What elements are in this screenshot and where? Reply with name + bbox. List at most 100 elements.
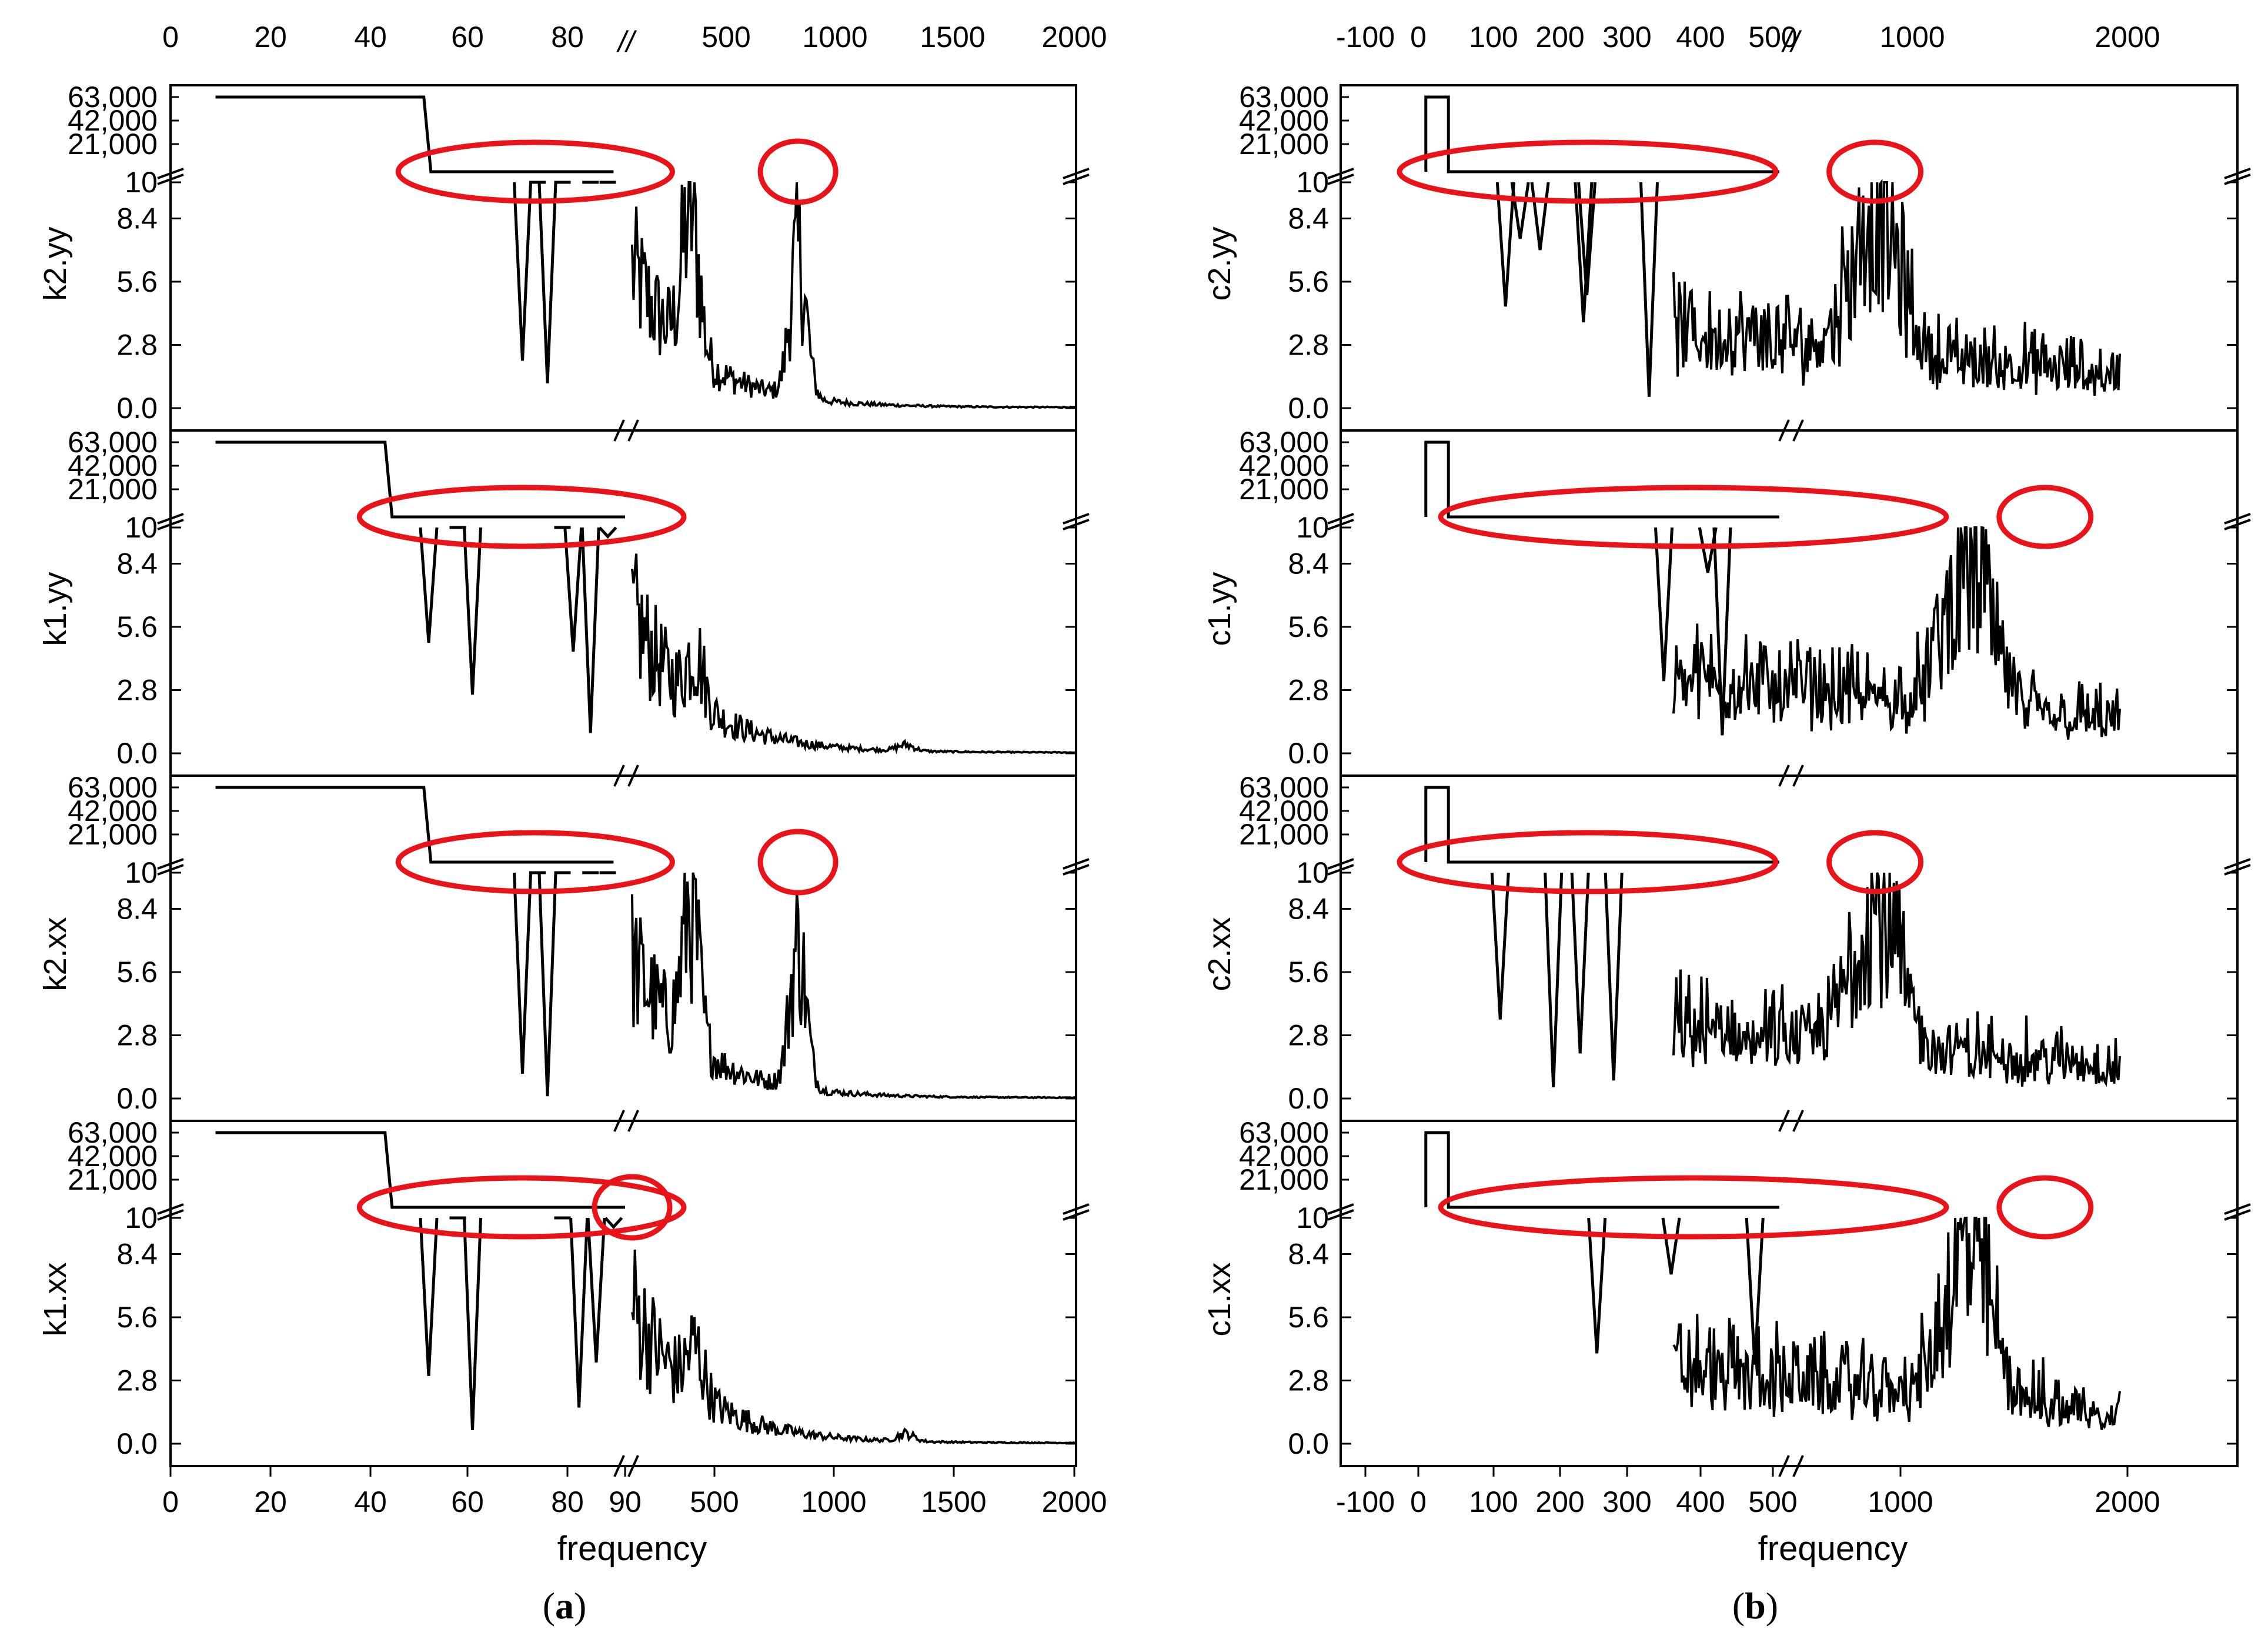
- y-axis-break-mark: [2224, 858, 2251, 876]
- series-noise: [1672, 526, 2121, 740]
- series-line: [215, 95, 614, 173]
- panel-frame: [1340, 1120, 2239, 1467]
- y-tick-label: 10: [1296, 1201, 1329, 1234]
- y-tick-label: 8.4: [116, 202, 158, 235]
- y-tick-label: 21,000: [68, 473, 158, 506]
- series-dip: [537, 872, 557, 1097]
- y-tick-label: 2.8: [1288, 673, 1329, 706]
- top-x-tick-label: 80: [551, 21, 584, 54]
- series-noise: [1672, 1217, 2121, 1430]
- series-dip: [1577, 182, 1597, 296]
- series-dip: [1490, 872, 1510, 1020]
- y-tick-label: 5.6: [1288, 956, 1329, 989]
- y-axis-label: c1.yy: [1202, 572, 1237, 646]
- y-tick-label: 0.0: [116, 737, 158, 770]
- y-axis-break-mark: [157, 858, 184, 876]
- x-tick-label: 500: [1748, 1485, 1797, 1518]
- highlight-ellipse: [1996, 1175, 2094, 1240]
- y-tick-label: 5.6: [1288, 1301, 1329, 1334]
- y-tick-label: 0.0: [116, 1427, 158, 1460]
- series-line: [215, 786, 614, 864]
- y-tick-label: 42,000: [68, 104, 158, 137]
- y-axis-break-mark: [1327, 1203, 1354, 1221]
- series-dip: [419, 1217, 439, 1376]
- y-tick-label: 21,000: [68, 1163, 158, 1196]
- top-x-tick-label: 500: [702, 21, 750, 54]
- panel-frame: [1340, 84, 2239, 432]
- y-axis-label: k2.xx: [38, 917, 73, 991]
- y-tick-label: 42,000: [1239, 449, 1329, 482]
- series-dip: [1639, 182, 1659, 397]
- y-tick-label: 42,000: [68, 449, 158, 482]
- y-tick-label: 2.8: [116, 1364, 158, 1397]
- series-dip: [1544, 872, 1564, 1087]
- series-dip: [598, 526, 617, 539]
- y-tick-label: 10: [125, 166, 158, 199]
- y-tick-label: 2.8: [116, 673, 158, 706]
- x-axis-title: frequency: [1758, 1530, 1908, 1568]
- y-tick-label: 0.0: [116, 392, 158, 425]
- y-tick-label: 0.0: [1288, 1082, 1329, 1115]
- series-line: [1424, 440, 1779, 519]
- top-x-tick-label: 1500: [920, 21, 985, 54]
- x-tick-label: 200: [1535, 1485, 1584, 1518]
- y-tick-label: 63,000: [1239, 81, 1329, 113]
- x-tick-label: 2000: [2095, 1485, 2160, 1518]
- y-tick-label: 42,000: [68, 794, 158, 827]
- y-tick-label: 21,000: [1239, 818, 1329, 851]
- series-dip: [586, 1217, 606, 1363]
- y-tick-label: 42,000: [1239, 104, 1329, 137]
- y-tick-label: 63,000: [68, 771, 158, 804]
- series-dip: [569, 1217, 589, 1408]
- series-dip: [419, 527, 439, 643]
- y-axis-label: c2.xx: [1202, 917, 1237, 991]
- highlight-ellipse: [1438, 485, 1949, 549]
- panel-frame: [169, 84, 1077, 432]
- y-axis-break-mark: [157, 1203, 184, 1221]
- y-tick-label: 63,000: [1239, 1116, 1329, 1149]
- y-axis-break-mark: [1063, 513, 1090, 530]
- y-tick-label: 0.0: [1288, 1427, 1329, 1460]
- y-axis-break-mark: [2224, 168, 2251, 185]
- series-dip: [1510, 182, 1530, 239]
- series-dip: [1587, 1217, 1607, 1354]
- series-dip: [1530, 182, 1550, 251]
- chart-group-a: 0 20 40 60 80 500 1000 1500 2000//0.02.85.68.410…: [38, 21, 1107, 1568]
- y-tick-label: 0.0: [1288, 737, 1329, 770]
- top-x-tick-label: 2000: [1041, 21, 1107, 54]
- y-tick-label: 5.6: [1288, 610, 1329, 643]
- highlight-ellipse: [395, 830, 675, 894]
- y-tick-label: 0.0: [1288, 392, 1329, 425]
- y-tick-label: 10: [125, 856, 158, 889]
- x-tick-label: -100: [1336, 1485, 1395, 1518]
- series-line: [1424, 1131, 1779, 1209]
- top-x-tick-label: 1000: [1879, 21, 1945, 54]
- highlight-ellipse: [757, 138, 839, 205]
- series-dip: [604, 1217, 623, 1230]
- series-noise: [631, 181, 1075, 409]
- panel-label-b: (b): [1732, 1585, 1778, 1627]
- x-tick-label: 100: [1469, 1485, 1518, 1518]
- top-x-tick-label: 500: [1748, 21, 1797, 54]
- panel-label-a: (a): [543, 1585, 587, 1627]
- series-noise: [1672, 872, 2121, 1087]
- series-line: [1424, 786, 1779, 864]
- x-tick-label: 1500: [921, 1485, 986, 1518]
- top-x-tick-label: 60: [451, 21, 484, 54]
- y-tick-label: 10: [1296, 166, 1329, 199]
- series-dip: [1661, 1217, 1681, 1275]
- y-tick-label: 42,000: [1239, 1140, 1329, 1173]
- x-tick-label: 80: [551, 1485, 584, 1518]
- series-dip: [1712, 527, 1732, 736]
- top-x-tick-label: 400: [1676, 21, 1725, 54]
- y-tick-label: 42,000: [1239, 794, 1329, 827]
- y-tick-label: 63,000: [68, 1116, 158, 1149]
- highlight-ellipse: [1996, 485, 2094, 549]
- highlight-ellipse: [1826, 139, 1924, 204]
- highlight-ellipse: [757, 829, 839, 896]
